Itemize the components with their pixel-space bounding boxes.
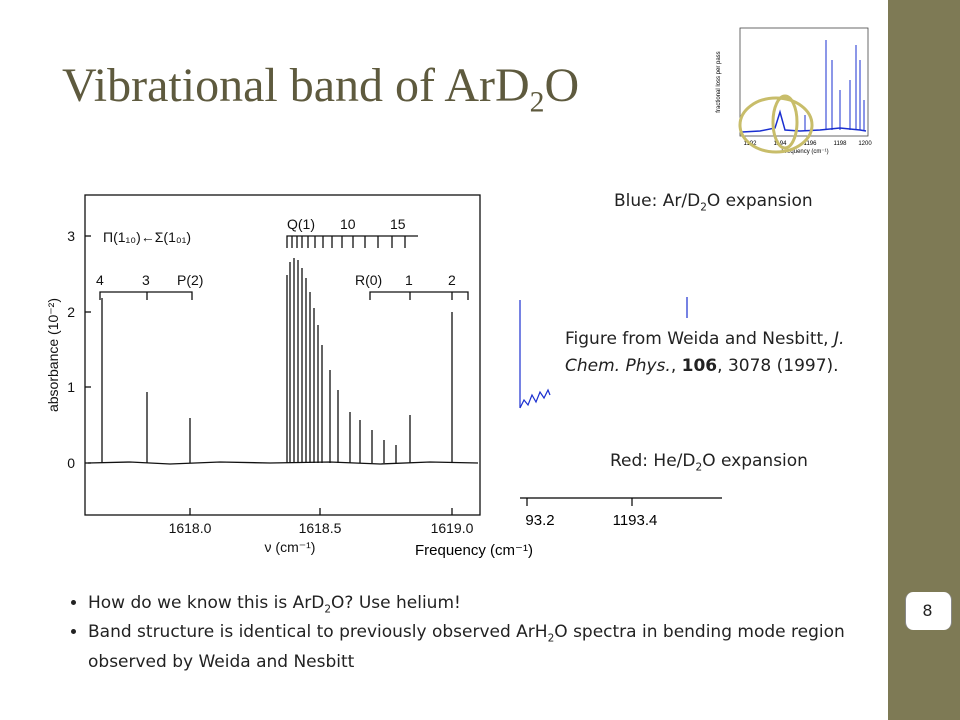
y-tick-label: 3 [67, 228, 75, 244]
bullet-list: How do we know this is ArD2O? Use helium… [58, 592, 858, 674]
x-tick-label: 1196 [804, 141, 818, 147]
x-tick-label: 93.2 [525, 512, 554, 529]
y-axis-label: fractional loss per pass [716, 51, 722, 112]
y-tick-label: 0 [67, 455, 75, 471]
annotation: 10 [340, 216, 356, 232]
figures: 93.2 1193.4 Frequency (cm⁻¹) 0 [40, 10, 875, 559]
x-axis-label: ν (cm⁻¹) [265, 539, 316, 555]
citation: Figure from Weida and Nesbitt, J. Chem. … [565, 329, 845, 376]
annotation: 4 [96, 272, 104, 288]
x-tick-label: 1198 [834, 141, 848, 147]
page-number: 8 [922, 601, 933, 620]
red-label: Red: He/D2O expansion [610, 451, 808, 474]
annotation: 3 [142, 272, 150, 288]
annotation: Q(1) [287, 216, 315, 232]
page-box [905, 592, 952, 630]
annotation: 2 [448, 272, 456, 288]
slide-title: Vibrational band of ArD2O [62, 59, 580, 119]
x-axis-label: Frequency (cm⁻¹) [415, 542, 533, 559]
x-tick-label: 1618.5 [299, 520, 342, 536]
blue-label: Blue: Ar/D2O expansion [614, 191, 813, 214]
bullet: How do we know this is ArD2O? Use helium… [88, 592, 858, 621]
x-tick-label: 1193.4 [613, 512, 658, 529]
y-axis-label: absorbance (10⁻²) [45, 298, 61, 412]
annotation: Π(1₁₀)←Σ(1₀₁) [103, 229, 191, 245]
bullet: Band structure is identical to previousl… [88, 621, 858, 673]
annotation: 15 [390, 216, 406, 232]
y-tick-label: 1 [67, 379, 75, 395]
x-axis-label: Frequency (cm⁻¹) [781, 149, 828, 155]
x-tick-label: 1618.0 [169, 520, 212, 536]
y-tick-label: 2 [67, 304, 75, 320]
x-tick-label: 1200 [858, 141, 872, 147]
annotation: R(0) [355, 272, 382, 288]
annotation: 1 [405, 272, 413, 288]
x-tick-label: 1619.0 [431, 520, 474, 536]
annotation: P(2) [177, 272, 203, 288]
main-figure [40, 165, 500, 540]
second-figure: 93.2 1193.4 Frequency (cm⁻¹) [415, 297, 722, 559]
thumbnail: fractional loss per pass 1192 1194 1196 … [715, 10, 875, 155]
